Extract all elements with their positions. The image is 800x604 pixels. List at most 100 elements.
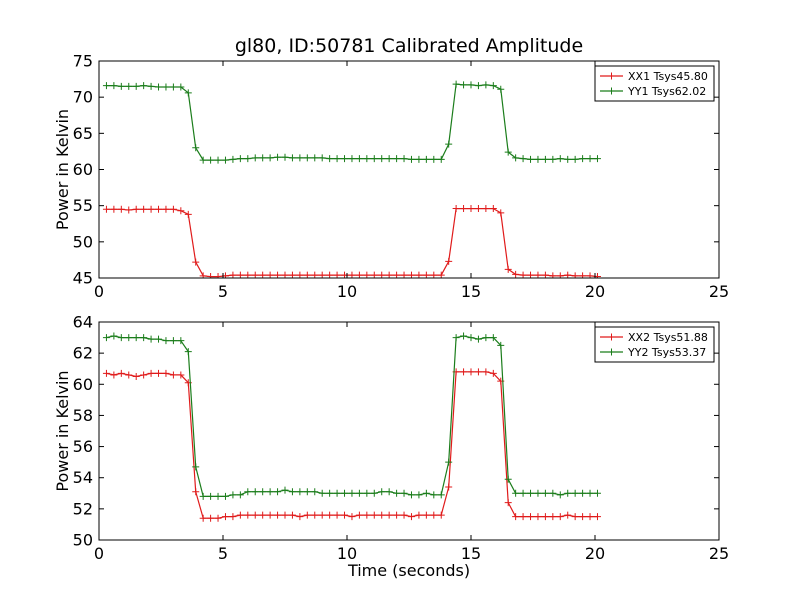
series-1-point: [430, 511, 438, 519]
y-tick-label: 75: [73, 52, 93, 71]
series-1-point: [281, 511, 289, 519]
series-1-point: [512, 270, 520, 278]
series-1-point: [303, 271, 311, 278]
x-tick-label: 5: [218, 544, 228, 563]
series-1-point: [177, 207, 185, 215]
y-tick-label: 70: [73, 88, 93, 107]
series-1-point: [474, 205, 482, 213]
series-2-point: [221, 156, 229, 164]
legend-label-1: XX1 Tsys45.80: [628, 70, 708, 83]
series-2-point: [303, 154, 311, 162]
series-1-point: [288, 271, 296, 278]
series-1-point: [407, 271, 415, 278]
y-tick-label: 65: [73, 124, 93, 143]
series-2-point: [556, 155, 564, 163]
series-1-point: [460, 368, 468, 376]
series-2-point: [534, 155, 542, 163]
top-plot-panel: 0 5 10 15 20 25 45 50 55 60 65 70 75 Power in Kelvin X…: [53, 52, 729, 302]
legend: XX1 Tsys45.80 YY1 Tsys62.02: [594, 65, 715, 102]
series-2-point: [110, 82, 118, 90]
series-1-point: [378, 511, 386, 519]
series-1-point: [296, 271, 304, 278]
series-2-point: [430, 491, 438, 499]
y-tick-label: 58: [73, 406, 93, 425]
series-2-point: [363, 489, 371, 497]
x-tick-label: 0: [94, 544, 104, 563]
series-2-point: [348, 489, 356, 497]
series-1-point: [549, 272, 557, 278]
series-1-point: [311, 271, 319, 278]
series-2-point: [303, 488, 311, 496]
series-1-point: [207, 514, 215, 522]
series-1-point: [370, 271, 378, 278]
series-2-point: [527, 155, 535, 163]
series-1-point: [482, 205, 490, 213]
series-1-point: [474, 368, 482, 376]
series-2-point: [593, 155, 601, 163]
series-1-point: [251, 271, 259, 278]
series-1-point: [236, 511, 244, 519]
series-2-point: [147, 82, 155, 90]
series-2-point: [296, 154, 304, 162]
series-1-point: [311, 511, 319, 519]
series-2-point: [571, 489, 579, 497]
series-1-point: [430, 271, 438, 278]
y-tick-label: 55: [73, 196, 93, 215]
series-1-point: [214, 273, 222, 278]
series-1-point: [333, 511, 341, 519]
series-1-point: [519, 513, 527, 521]
series-1-point: [259, 271, 267, 278]
series-1-point: [393, 271, 401, 278]
series-1-point: [102, 369, 110, 377]
series-1-point: [437, 271, 445, 278]
series-1-point: [326, 511, 334, 519]
series-2-point: [437, 155, 445, 163]
series-group: [102, 80, 601, 278]
series-1-point: [497, 209, 505, 217]
series-2-point: [400, 155, 408, 163]
legend-box: [594, 326, 715, 363]
series-2-point: [586, 155, 594, 163]
series-2-point: [102, 82, 110, 90]
legend-marker-1: [608, 72, 615, 80]
series-2-point: [177, 337, 185, 345]
series-1-point: [564, 271, 572, 278]
series-1-point: [251, 511, 259, 519]
series-2-point: [169, 337, 177, 345]
series-2-point: [474, 335, 482, 343]
series-2-point: [229, 491, 237, 499]
series-1-point: [393, 511, 401, 519]
series-2-point: [527, 489, 535, 497]
series-2-point: [251, 154, 259, 162]
series-1-point: [281, 271, 289, 278]
legend-box: [594, 65, 715, 102]
series-2-point: [117, 334, 125, 342]
series-2-point: [489, 82, 497, 90]
series-2-point: [199, 492, 207, 500]
series-1-point: [199, 272, 207, 278]
series-1-point: [407, 513, 415, 521]
series-1-point: [184, 210, 192, 218]
y-tick-label: 45: [73, 269, 93, 288]
legend-marker-2: [608, 87, 615, 95]
series-1-point: [244, 511, 252, 519]
series-2-point: [341, 489, 349, 497]
series-2-point: [102, 334, 110, 342]
series-2-point: [221, 492, 229, 500]
series-1-point: [445, 483, 453, 491]
series-2-point: [326, 489, 334, 497]
series-2-point: [497, 85, 505, 93]
x-tick-label: 15: [461, 544, 481, 563]
series-1-point: [564, 511, 572, 519]
series-2-point: [519, 155, 527, 163]
series-2-point: [244, 488, 252, 496]
series-1-point: [266, 271, 274, 278]
series-1-point: [110, 205, 118, 213]
series-1-point: [117, 205, 125, 213]
series-2-point: [482, 81, 490, 89]
legend-label-2: YY2 Tsys53.37: [627, 346, 706, 359]
series-1-point: [229, 271, 237, 278]
series-1-point: [534, 271, 542, 278]
series-2-point: [564, 489, 572, 497]
